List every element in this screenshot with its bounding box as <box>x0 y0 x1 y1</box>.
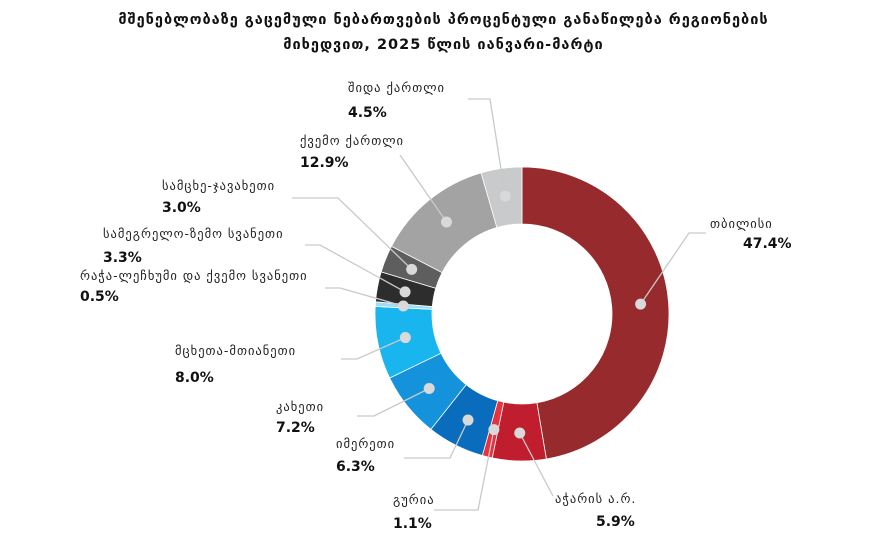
slice-2-marker <box>514 427 526 439</box>
chart-title-line-2: მიხედვით, 2025 წლის იანვარი-მარტი <box>283 37 604 53</box>
slice-1-marker <box>635 298 647 310</box>
slice-7-name-label: რაჭა-ლეჩხუმი და ქვემო სვანეთი <box>80 268 308 283</box>
slice-8-leader-line <box>305 244 406 293</box>
slice-2-name-label: აჭარის ა.რ. <box>555 491 636 506</box>
slice-3-leader-line <box>434 429 495 511</box>
slice-11-name-label: შიდა ქართლი <box>348 80 445 95</box>
slice-1-value-label: 47.4% <box>743 236 792 252</box>
chart-title-line-1: მშენებლობაზე გაცემული ნებართვების პროცენ… <box>118 12 769 28</box>
chart-title: მშენებლობაზე გაცემული ნებართვების პროცენ… <box>0 8 887 58</box>
slice-3-name-label: გურია <box>393 492 435 507</box>
slice-labels: თბილისი 47.4% აჭარის ა.რ. 5.9% გურია 1.1% იმერ… <box>80 80 792 532</box>
slice-4-marker <box>462 414 474 426</box>
slice-1-name-label: თბილისი <box>710 216 773 231</box>
leader-lines <box>292 98 706 511</box>
slice-10-leader-line <box>399 154 448 223</box>
donut-slices <box>374 166 670 462</box>
slice-11-value-label: 4.5% <box>348 105 387 121</box>
slice-9-name-label: სამცხე-ჯავახეთი <box>162 178 275 193</box>
slice-4-value-label: 6.3% <box>336 459 375 475</box>
slice-2-leader-line <box>519 432 554 497</box>
slice-5-leader-line <box>357 387 430 417</box>
slice-1-arc <box>521 166 670 460</box>
slice-7-value-label: 0.5% <box>80 289 119 305</box>
slice-10-name-label: ქვემო ქართლი <box>300 133 404 148</box>
slice-6-name-label: მცხეთა-მთიანეთი <box>175 343 296 358</box>
slice-8-value-label: 3.3% <box>103 250 142 266</box>
slice-6-marker <box>399 332 411 344</box>
slice-6-leader-line <box>341 336 406 360</box>
slice-8-marker <box>399 286 411 298</box>
slice-10-marker <box>440 216 452 228</box>
slice-5-name-label: კახეთი <box>276 399 324 414</box>
slice-markers <box>397 190 647 439</box>
slice-3-value-label: 1.1% <box>393 516 432 532</box>
slice-4-name-label: იმერეთი <box>336 436 395 451</box>
slice-9-value-label: 3.0% <box>162 200 201 216</box>
slice-6-value-label: 8.0% <box>175 370 214 386</box>
slice-5-marker <box>423 382 435 394</box>
slice-8-name-label: სამეგრელო-ზემო სვანეთი <box>103 226 284 241</box>
slice-3-marker <box>488 424 500 436</box>
slice-11-leader-line <box>468 98 506 197</box>
slice-11-marker <box>499 190 511 202</box>
slice-10-value-label: 12.9% <box>300 155 349 171</box>
slice-4-leader-line <box>404 419 469 459</box>
slice-9-marker <box>406 263 418 275</box>
slice-2-value-label: 5.9% <box>596 514 635 530</box>
slice-1-leader-line <box>640 232 706 305</box>
slice-5-value-label: 7.2% <box>276 420 315 436</box>
slice-7-marker <box>397 300 409 312</box>
slice-9-leader-line <box>292 197 413 270</box>
slice-7-leader-line <box>325 287 404 307</box>
